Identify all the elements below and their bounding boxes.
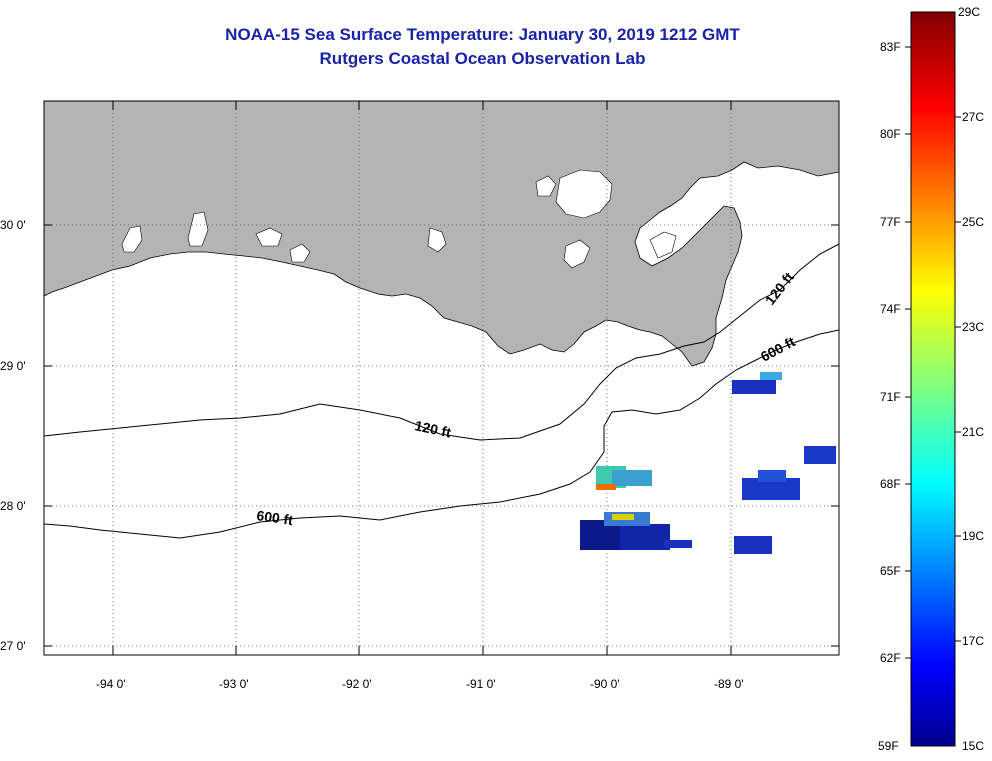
colorbar-c-label: 25C [962, 215, 984, 229]
atchafalaya-bay [427, 227, 447, 253]
lon-label: -91 0' [466, 677, 496, 691]
lon-label: -89 0' [714, 677, 744, 691]
colorbar-f-label: 65F [880, 564, 901, 578]
grand-lake [289, 243, 311, 263]
map-frame [43, 100, 840, 656]
lake-salvador [563, 239, 591, 269]
lake-borgne [649, 231, 677, 259]
map-title: NOAA-15 Sea Surface Temperature: January… [225, 25, 740, 44]
colorbar-f-label: 59F [878, 739, 899, 753]
calcasieu-lake [121, 225, 143, 253]
contour-120ft-west [44, 243, 839, 441]
lon-label: -90 0' [590, 677, 620, 691]
colorbar-f-label: 68F [880, 477, 901, 491]
white-lake [255, 227, 283, 247]
colorbar-c-label: 27C [962, 110, 984, 124]
lon-label: -92 0' [342, 677, 372, 691]
color-bar-ticks [905, 46, 961, 659]
colorbar-f-label: 62F [880, 651, 901, 665]
color-bar [910, 11, 956, 747]
lake-pontchartrain [555, 169, 613, 219]
colorbar-c-label: 21C [962, 425, 984, 439]
colorbar-c-label: 19C [962, 529, 984, 543]
lake-maurepas [535, 175, 557, 197]
sabine-lake [187, 211, 209, 247]
contour-label-120ft-west: 120 ft [413, 417, 452, 440]
axis-ticks [44, 101, 839, 655]
lat-label: 29 0' [0, 359, 26, 373]
map-subtitle: Rutgers Coastal Ocean Observation Lab [319, 49, 646, 68]
colorbar-c-label: 29C [958, 5, 980, 19]
colorbar-c-label: 17C [962, 634, 984, 648]
contour-label-600ft-west: 600 ft [256, 507, 295, 528]
graticule [44, 101, 839, 655]
lon-label: -94 0' [96, 677, 126, 691]
lon-label: -93 0' [219, 677, 249, 691]
colorbar-c-label: 23C [962, 320, 984, 334]
lat-label: 28 0' [0, 499, 26, 513]
lat-label: 30 0' [0, 218, 26, 232]
colorbar-f-label: 83F [880, 40, 901, 54]
sst-data-patches [580, 372, 836, 554]
colorbar-f-label: 77F [880, 215, 901, 229]
contour-600ft [44, 329, 839, 539]
colorbar-f-label: 80F [880, 127, 901, 141]
colorbar-f-label: 71F [880, 390, 901, 404]
colorbar-f-label: 74F [880, 302, 901, 316]
lat-label: 27 0' [0, 639, 26, 653]
colorbar-c-label: 15C [962, 739, 984, 753]
